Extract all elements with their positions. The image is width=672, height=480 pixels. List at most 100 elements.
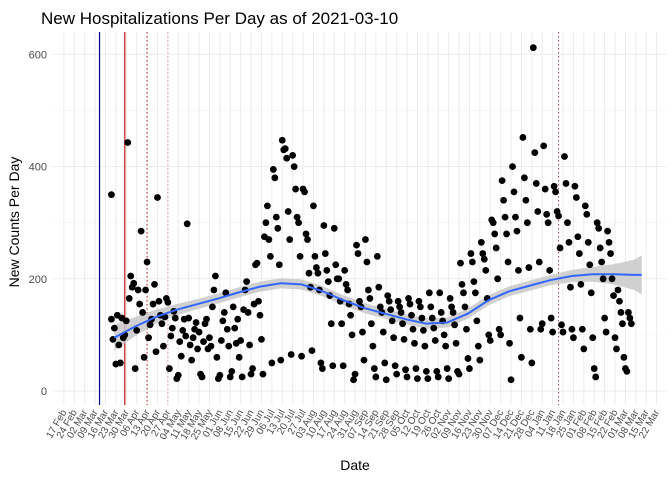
data-point (614, 286, 622, 294)
data-point (474, 342, 482, 350)
data-point (406, 300, 414, 308)
data-point (620, 353, 628, 361)
data-point (431, 337, 439, 344)
data-point (617, 309, 625, 316)
data-point (425, 289, 433, 297)
y-tick-label: 600 (29, 49, 47, 61)
data-point (244, 309, 252, 316)
data-point (108, 315, 115, 323)
data-point (259, 370, 267, 378)
data-point (238, 373, 246, 381)
data-point (466, 365, 473, 372)
data-point (452, 339, 460, 347)
data-point (152, 348, 160, 356)
data-point (149, 300, 157, 308)
data-points (108, 44, 635, 384)
data-point (495, 325, 503, 333)
data-point (467, 250, 475, 257)
data-point (489, 219, 497, 227)
data-point (397, 309, 405, 316)
data-point (497, 331, 505, 339)
data-point (593, 219, 601, 227)
data-point (534, 208, 542, 215)
data-point (269, 166, 277, 173)
data-point (385, 297, 393, 305)
data-point (341, 266, 349, 274)
data-point (479, 250, 487, 257)
data-point (491, 230, 499, 238)
data-point (494, 275, 502, 283)
data-point (216, 371, 224, 379)
data-point (305, 269, 313, 277)
data-point (255, 297, 262, 305)
data-point (515, 266, 522, 274)
data-point (295, 219, 302, 227)
data-point (136, 300, 144, 308)
data-point (154, 194, 161, 201)
data-point (538, 320, 546, 328)
data-point (586, 261, 594, 269)
data-point (422, 367, 430, 375)
data-point (411, 339, 418, 347)
data-point (335, 275, 343, 283)
data-point (624, 309, 632, 316)
data-point (324, 278, 332, 286)
data-point (354, 250, 362, 257)
data-point (430, 324, 438, 332)
data-point (290, 163, 298, 171)
data-point (559, 328, 567, 336)
data-point (605, 238, 613, 246)
data-point (442, 342, 450, 350)
data-point (409, 325, 417, 333)
data-point (388, 317, 396, 325)
data-point (365, 286, 372, 294)
data-point (448, 303, 456, 311)
data-point (529, 44, 537, 52)
data-point (384, 292, 392, 300)
data-point (256, 311, 264, 319)
data-point (231, 324, 239, 332)
data-point (271, 174, 279, 182)
data-point (339, 362, 347, 370)
data-point (186, 341, 194, 349)
data-point (537, 325, 545, 333)
data-point (189, 334, 197, 342)
data-point (247, 370, 255, 378)
data-point (400, 335, 408, 343)
trend-line (113, 273, 642, 339)
data-point (304, 236, 311, 243)
data-point (160, 342, 167, 350)
data-point (405, 295, 412, 302)
data-point (433, 367, 441, 375)
data-point (412, 365, 420, 372)
confidence-band (114, 255, 642, 351)
data-point (610, 292, 617, 300)
data-point (234, 315, 242, 323)
data-point (177, 352, 185, 360)
data-point (535, 258, 543, 266)
data-point (228, 367, 236, 375)
data-point (501, 213, 509, 221)
data-point (402, 366, 409, 374)
data-point (168, 324, 176, 332)
data-point (531, 149, 539, 156)
data-point (369, 342, 377, 350)
data-point (313, 264, 320, 271)
data-point (504, 258, 512, 266)
data-point (396, 303, 404, 311)
data-point (142, 286, 149, 294)
data-point (417, 303, 424, 311)
data-point (564, 219, 571, 227)
data-point (507, 376, 515, 384)
data-point (140, 353, 148, 361)
data-point (424, 375, 432, 383)
data-point (512, 213, 519, 221)
grid (52, 32, 667, 405)
x-axis-title: Date (340, 457, 370, 473)
data-point (547, 314, 555, 322)
data-point (253, 259, 261, 267)
data-point (468, 258, 476, 266)
data-point (185, 314, 193, 322)
data-point (584, 238, 592, 246)
